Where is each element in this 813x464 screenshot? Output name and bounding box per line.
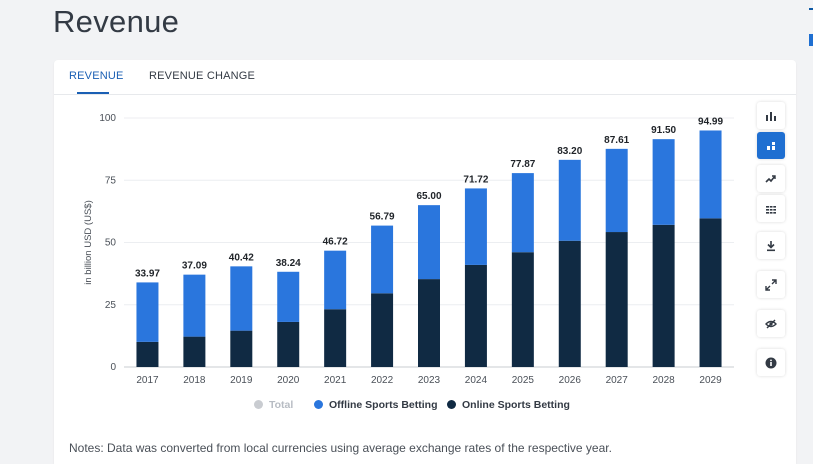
y-axis-label: in billion USD (US$) xyxy=(83,200,94,284)
info-icon xyxy=(765,357,777,368)
bar-offline-2028 xyxy=(652,139,675,225)
chart-card: Revenue Revenue change 0 25 50 75 100 in bill… xyxy=(54,60,796,464)
page-title: Revenue xyxy=(53,4,180,39)
y-tick-label: 50 xyxy=(105,238,117,249)
total-label: 77.87 xyxy=(510,159,535,170)
bar-online-2027 xyxy=(605,232,628,367)
chart-plot: 0 25 50 75 100 in billion USD (US$) 33.97 2017 3… xyxy=(83,113,734,386)
total-label: 87.61 xyxy=(604,135,629,146)
total-label: 56.79 xyxy=(370,212,395,223)
bar-online-2022 xyxy=(371,293,394,367)
bar-online-2021 xyxy=(324,309,347,367)
trend-line-icon xyxy=(765,174,776,183)
total-label: 65.00 xyxy=(416,191,441,202)
total-label: 33.97 xyxy=(135,268,160,279)
x-tick-label: 2027 xyxy=(606,375,629,386)
bar-offline-2025 xyxy=(511,173,534,253)
x-tick-label: 2019 xyxy=(230,375,253,386)
total-label: 37.09 xyxy=(182,261,207,272)
bar-offline-2022 xyxy=(371,225,394,294)
expand-icon xyxy=(765,278,777,291)
x-tick-label: 2025 xyxy=(512,375,535,386)
x-tick-label: 2023 xyxy=(418,375,441,386)
legend-dot-offline xyxy=(314,400,323,409)
total-label: 71.72 xyxy=(463,174,488,185)
y-tick-label: 75 xyxy=(105,175,117,186)
bar-offline-2023 xyxy=(418,205,440,280)
bar-online-2017 xyxy=(136,341,159,367)
download-button[interactable] xyxy=(757,232,785,259)
legend-item-offline[interactable]: Offline Sports Betting xyxy=(314,399,438,411)
total-label: 38.24 xyxy=(276,258,301,269)
legend-dot-online xyxy=(447,400,456,409)
x-tick-label: 2017 xyxy=(136,375,159,386)
bar-online-2024 xyxy=(464,264,487,367)
bar-offline-2019 xyxy=(230,266,253,331)
total-label: 91.50 xyxy=(651,125,676,136)
trend-line-button[interactable] xyxy=(757,165,785,192)
bar-offline-2024 xyxy=(464,188,487,265)
bar-offline-2020 xyxy=(277,271,300,322)
bar-offline-2017 xyxy=(136,282,159,342)
x-tick-label: 2018 xyxy=(183,375,206,386)
bar-online-2023 xyxy=(418,279,440,367)
x-tick-label: 2021 xyxy=(324,375,347,386)
tab-revenue-change[interactable]: Revenue change xyxy=(149,70,256,82)
x-tick-label: 2028 xyxy=(652,375,675,386)
x-tick-label: 2020 xyxy=(277,375,300,386)
bar-online-2025 xyxy=(511,252,534,367)
hide-button[interactable] xyxy=(757,310,785,337)
table-view-button[interactable] xyxy=(757,195,785,222)
bar-online-2019 xyxy=(230,330,253,367)
bar-online-2026 xyxy=(558,240,581,367)
y-tick-label: 25 xyxy=(105,300,117,311)
bar-offline-2021 xyxy=(324,250,347,310)
bar-online-2018 xyxy=(183,336,206,367)
table-icon xyxy=(766,205,776,214)
x-tick-label: 2024 xyxy=(465,375,488,386)
stacked-bar-icon xyxy=(767,141,775,150)
y-tick-label: 100 xyxy=(99,113,116,124)
bar-chart-button[interactable] xyxy=(757,102,785,129)
stacked-bar-button[interactable] xyxy=(757,132,785,159)
bar-online-2020 xyxy=(277,321,300,367)
legend-dot-total xyxy=(254,400,263,409)
total-label: 40.42 xyxy=(229,252,254,263)
download-icon xyxy=(767,240,775,251)
x-tick-label: 2029 xyxy=(699,375,722,386)
total-label: 46.72 xyxy=(323,237,348,248)
total-label: 83.20 xyxy=(557,146,582,157)
tab-revenue[interactable]: Revenue xyxy=(69,70,124,82)
bar-chart-icon xyxy=(766,111,776,121)
x-tick-label: 2026 xyxy=(559,375,582,386)
x-tick-label: 2022 xyxy=(371,375,394,386)
bar-online-2028 xyxy=(652,224,675,367)
active-tab-indicator xyxy=(77,92,109,94)
legend-label-total: Total xyxy=(269,399,294,411)
edge-indicator xyxy=(809,8,813,46)
legend-item-online[interactable]: Online Sports Betting xyxy=(447,399,570,411)
bar-online-2029 xyxy=(699,218,722,367)
chart-notes: Notes: Data was converted from local cur… xyxy=(69,441,612,455)
legend-label-offline: Offline Sports Betting xyxy=(329,399,438,411)
total-label: 94.99 xyxy=(698,116,723,127)
tab-bar: Revenue Revenue change xyxy=(54,60,796,95)
bar-offline-2026 xyxy=(558,159,581,241)
expand-button[interactable] xyxy=(757,271,785,298)
legend-label-online: Online Sports Betting xyxy=(462,399,570,411)
info-button[interactable] xyxy=(757,349,785,376)
bar-offline-2027 xyxy=(605,148,628,233)
eye-slash-icon xyxy=(765,319,777,328)
legend-item-total[interactable]: Total xyxy=(254,399,293,411)
bar-offline-2018 xyxy=(183,274,206,337)
y-tick-label: 0 xyxy=(110,362,116,373)
bar-offline-2029 xyxy=(699,130,722,219)
